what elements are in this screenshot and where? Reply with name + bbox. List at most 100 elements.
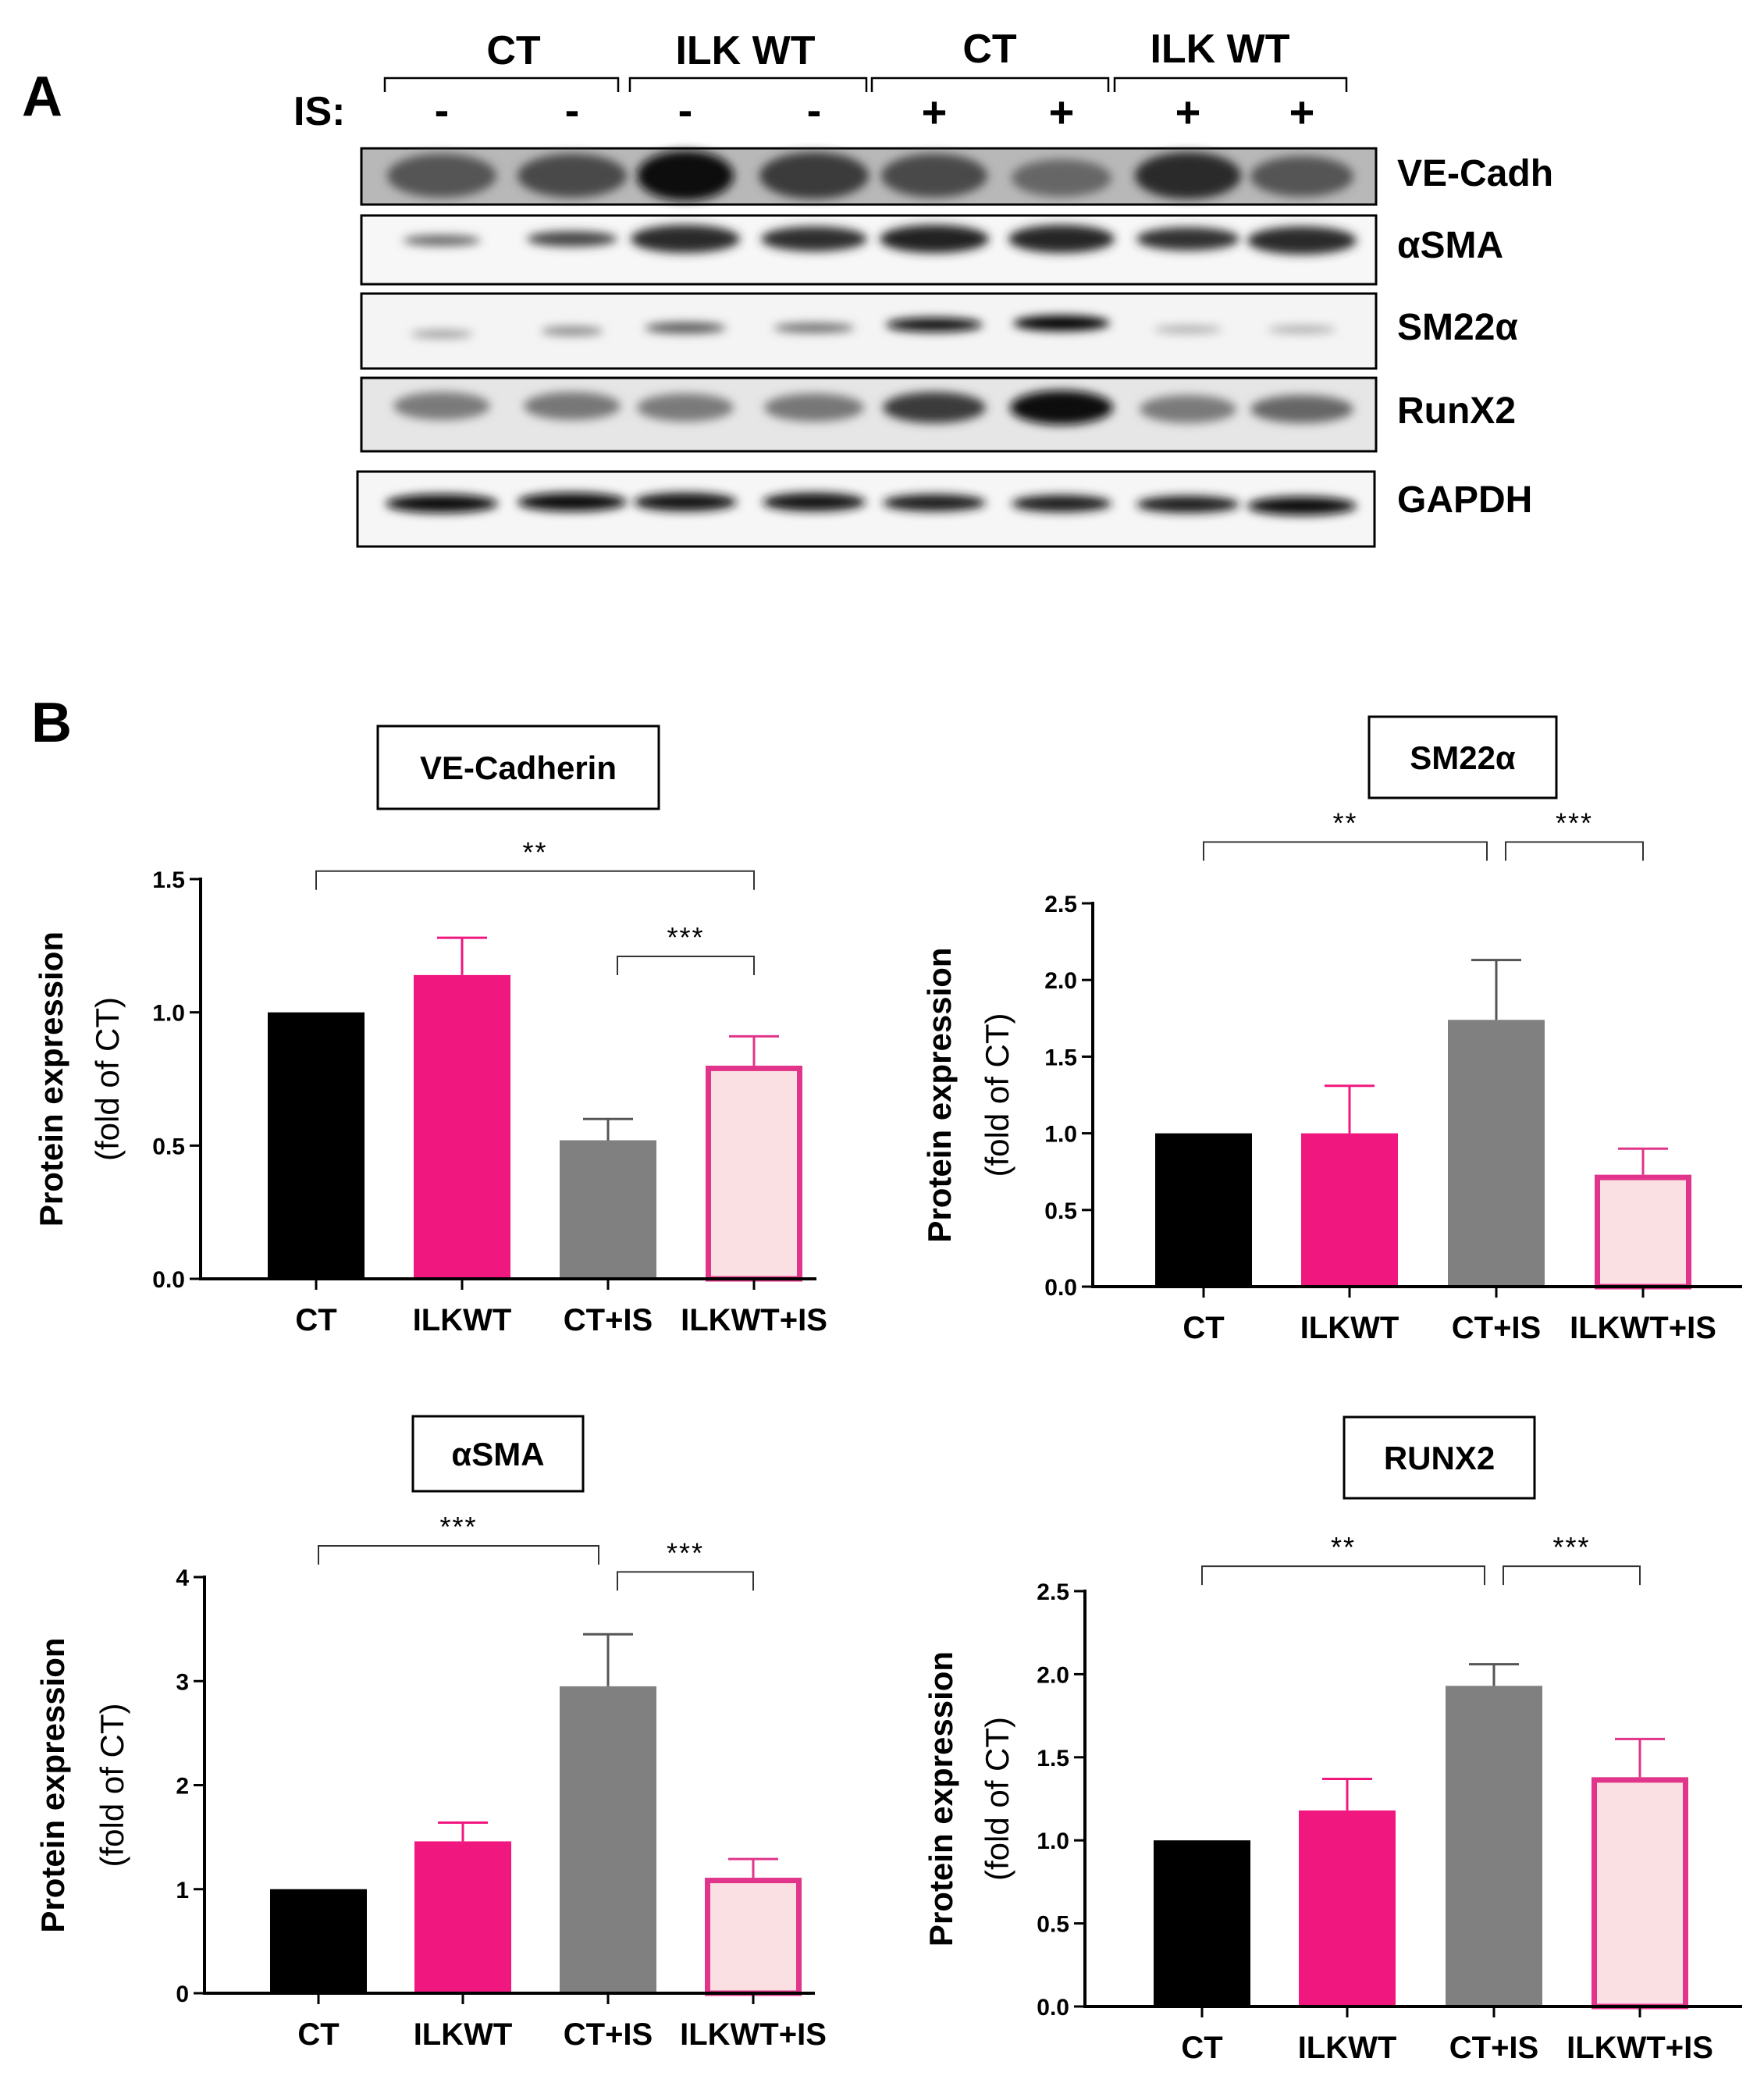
significance-label: ***: [439, 1511, 477, 1543]
chart-title: SM22α: [1410, 739, 1516, 776]
bar-ilkwt-is: [1595, 1174, 1691, 1290]
y-tick-label: 0: [176, 1982, 189, 2007]
y-axis-label: Protein expression: [921, 947, 958, 1242]
significance-bracket: [318, 1545, 599, 1565]
x-category-label: CT: [1181, 2031, 1222, 2065]
y-axis-label: Protein expression: [923, 1651, 959, 1946]
panel-b-letter: B: [31, 692, 72, 754]
group-label-ilkwt-1: ILK WT: [675, 28, 815, 73]
blot-label-runx2: RunX2: [1397, 390, 1516, 432]
group-label-ilkwt-2: ILK WT: [1150, 27, 1289, 72]
y-axis-label: Protein expression: [33, 931, 69, 1227]
y-tick-label: 0.0: [1037, 1995, 1069, 2021]
is-sign: -: [565, 85, 580, 134]
significance-bracket: [1201, 1565, 1485, 1586]
x-category-label: ILKWT+IS: [1570, 1311, 1716, 1345]
y-axis-label-sub: (fold of CT): [979, 1717, 1015, 1881]
bar-ilkwt-is: [706, 1065, 802, 1282]
bar-ilkwt: [414, 1841, 511, 1993]
bar-ilkwt-is: [705, 1878, 802, 1996]
blot-runx2: [360, 376, 1378, 453]
x-category-label: ILKWT: [1300, 1311, 1399, 1345]
group-label-ct-2: CT: [962, 27, 1017, 72]
bar-ct-is: [560, 1140, 656, 1279]
group-header-brackets: [383, 77, 1348, 92]
chart-title: VE-Cadherin: [420, 750, 617, 786]
y-tick-label: 0.5: [152, 1134, 185, 1159]
y-tick-label: 4: [176, 1565, 189, 1591]
chart-sm22a: SM22α Protein expression (fold of CT) 0.0 0.…: [921, 715, 1742, 1345]
y-tick-label: 1.5: [1044, 1045, 1077, 1070]
bar-ct: [1154, 1840, 1250, 2006]
chart-title-box: [376, 725, 660, 810]
significance-bracket: [617, 955, 755, 975]
group-label-ct-1: CT: [486, 28, 541, 73]
chart-title-box: [1367, 715, 1558, 799]
x-category-label: CT+IS: [1452, 1311, 1541, 1345]
x-category-label: CT+IS: [564, 2017, 653, 2052]
y-tick-label: 0.0: [1044, 1275, 1077, 1301]
y-tick-label: 2.5: [1037, 1579, 1069, 1605]
significance-bracket: [1203, 841, 1488, 861]
y-tick-label: 1.0: [1044, 1122, 1077, 1148]
x-category-label: CT+IS: [1449, 2031, 1538, 2065]
significance-bracket: [315, 870, 755, 890]
y-tick-label: 3: [176, 1669, 189, 1695]
x-category-label: CT: [297, 2017, 339, 2052]
is-sign: +: [1175, 87, 1201, 137]
significance-label: ***: [1556, 806, 1593, 839]
bar-ct: [1155, 1133, 1252, 1287]
chart-alpha-sma: αSMA Protein expression (fold of CT) 0 1 2 3 4 C…: [34, 1415, 827, 2052]
blot-ve-cadh: [360, 147, 1378, 206]
bar-ct: [268, 1012, 365, 1279]
x-category-label: ILKWT+IS: [681, 1303, 827, 1337]
blot-alpha-sma: [360, 214, 1378, 286]
x-category-label: CT: [295, 1303, 336, 1337]
y-tick-label: 0.5: [1044, 1198, 1077, 1224]
is-sign-row: - - - - + + + +: [435, 85, 1315, 137]
is-sign: -: [678, 85, 693, 134]
chart-title: αSMA: [451, 1436, 544, 1472]
bar-ct-is: [1446, 1686, 1542, 2006]
y-axis-label-sub: (fold of CT): [94, 1703, 130, 1867]
y-tick-label: 2.5: [1044, 892, 1077, 917]
significance-bracket: [1505, 841, 1644, 861]
significance-label: ***: [667, 921, 704, 953]
significance-label: **: [522, 836, 547, 868]
bar-ilkwt-is: [1592, 1777, 1688, 2010]
significance-bracket: [617, 1571, 754, 1591]
y-tick-label: 1.0: [152, 1001, 185, 1027]
significance-label: **: [1331, 1531, 1356, 1563]
is-sign: +: [1289, 87, 1315, 137]
panel-a-letter: A: [22, 66, 62, 128]
blot-label-sm22a: SM22α: [1397, 307, 1518, 348]
chart-title-box: [411, 1415, 585, 1493]
is-sign: -: [807, 85, 822, 134]
y-tick-label: 0.0: [152, 1267, 185, 1293]
y-tick-label: 0.5: [1037, 1912, 1069, 1938]
y-tick-label: 1.5: [152, 867, 185, 893]
x-category-label: ILKWT+IS: [1567, 2031, 1713, 2065]
blot-label-gapdh: GAPDH: [1397, 479, 1532, 521]
y-tick-label: 1.0: [1037, 1828, 1069, 1854]
bar-ct: [270, 1889, 367, 1993]
significance-bracket: [1503, 1565, 1641, 1586]
x-category-label: CT: [1183, 1311, 1224, 1345]
bar-ct-is: [560, 1686, 656, 1993]
x-category-label: ILKWT+IS: [680, 2017, 827, 2052]
chart-title: RUNX2: [1384, 1440, 1495, 1476]
is-sign: +: [922, 87, 948, 137]
bar-ilkwt: [414, 974, 510, 1279]
y-tick-label: 1: [176, 1878, 189, 1903]
y-tick-label: 2.0: [1037, 1662, 1069, 1688]
is-label: IS:: [293, 89, 345, 134]
chart-title-box: [1343, 1415, 1536, 1500]
blot-sm22a: [360, 292, 1378, 370]
x-category-label: ILKWT: [413, 1303, 512, 1337]
is-sign: +: [1049, 87, 1075, 137]
chart-ve-cadherin: VE-Cadherin Protein expression (fold of CT…: [33, 725, 827, 1337]
y-axis-label: Protein expression: [34, 1637, 71, 1932]
bar-ct-is: [1448, 1020, 1545, 1287]
blot-gapdh: [356, 470, 1376, 548]
